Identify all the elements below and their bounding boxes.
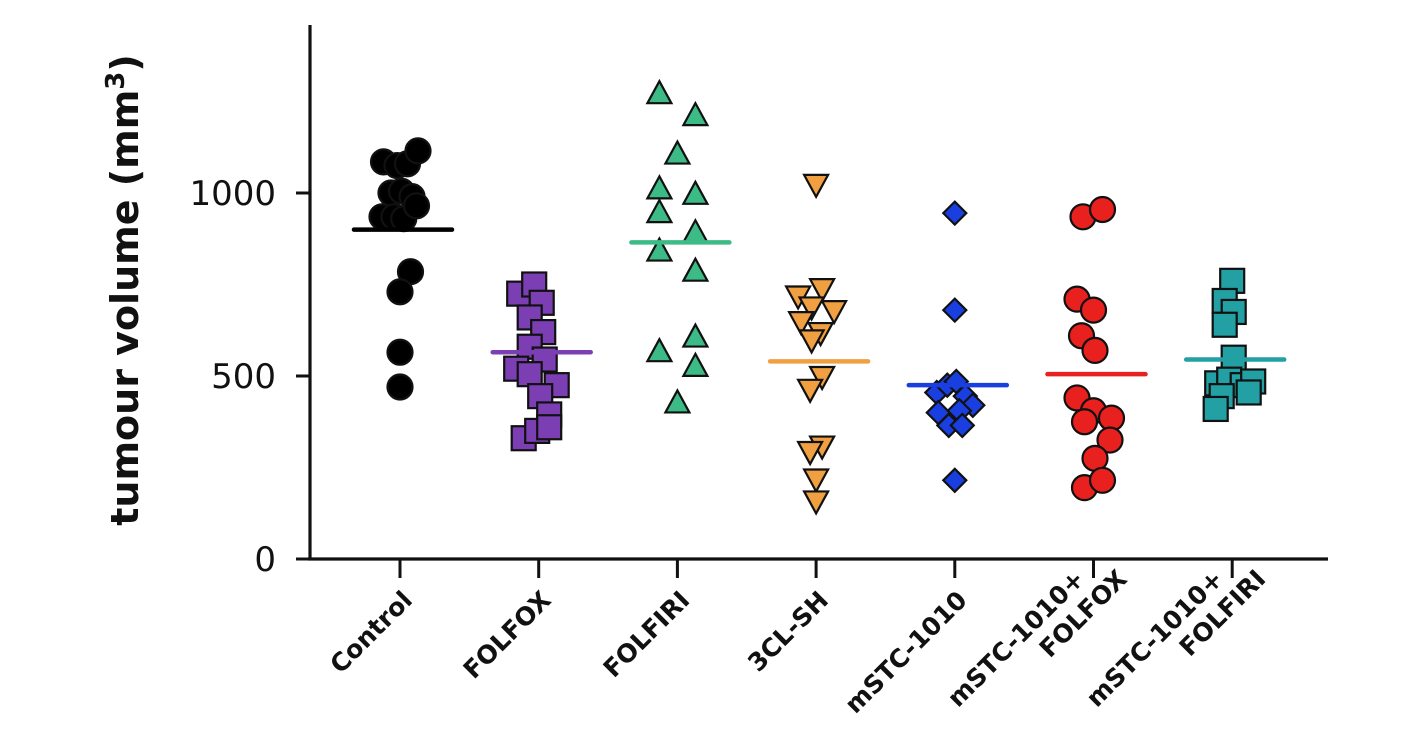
x-tick-label-3cl-sh: 3CL-SH	[742, 585, 834, 677]
data-point-folfiri-10	[645, 336, 674, 363]
data-point-control-3	[404, 137, 432, 165]
x-tick-label-line: Control	[324, 585, 418, 679]
data-point-3cl-sh-4	[797, 296, 826, 322]
data-point-mstc-1010-10	[949, 412, 976, 439]
data-point-mstc-1010-folfox-10	[1096, 426, 1124, 454]
data-point-folfiri-8	[681, 256, 710, 282]
data-point-mstc-1010-0	[941, 200, 968, 227]
data-point-3cl-sh-3	[820, 300, 848, 326]
x-tick-label-control: Control	[324, 585, 418, 679]
axes	[308, 25, 1328, 561]
series-mstc-1010-folfiri	[1202, 267, 1267, 423]
x-tick-label-folfiri: FOLFIRI	[598, 585, 696, 683]
x-tick-label-line: 3CL-SH	[742, 585, 834, 677]
y-axis-label: tumour volume (mm3)	[101, 54, 147, 526]
data-point-control-13	[386, 338, 414, 366]
data-point-mstc-1010-folfiri-11	[1202, 395, 1229, 423]
data-marks	[368, 78, 1267, 516]
y-ticks: 0 500 1000	[189, 174, 310, 580]
mean-lines	[351, 227, 1287, 388]
series-mstc-1010	[923, 200, 986, 494]
y-axis-label-close: )	[103, 54, 147, 71]
data-point-3cl-sh-12	[802, 468, 830, 494]
data-point-control-10	[402, 192, 431, 220]
x-tick-label-line: FOLFOX	[458, 585, 557, 684]
data-point-mstc-1010-1	[941, 297, 968, 324]
data-point-folfiri-12	[663, 388, 692, 414]
data-point-folfox-8	[516, 361, 543, 388]
y-tick-label-0: 0	[254, 540, 276, 580]
series-folfox	[503, 271, 570, 452]
series-mstc-1010-folfox	[1063, 195, 1126, 502]
data-point-mstc-1010-11	[941, 467, 968, 494]
data-point-folfiri-2	[663, 139, 692, 165]
data-point-folfiri-1	[681, 100, 710, 127]
y-tick-label-1000: 1000	[189, 174, 276, 214]
data-point-folfiri-6	[681, 217, 710, 244]
data-point-folfiri-0	[645, 78, 674, 105]
x-tick-label-folfox: FOLFOX	[458, 585, 557, 684]
y-axis-label-main: tumour volume (mm	[103, 90, 147, 526]
data-point-folfiri-3	[645, 174, 674, 200]
y-axis-label-superscript: 3	[101, 72, 131, 90]
data-point-folfiri-5	[645, 197, 674, 224]
data-point-folfiri-9	[681, 322, 710, 348]
series-3cl-sh	[784, 173, 848, 516]
data-point-folfox-14	[536, 414, 563, 441]
data-point-mstc-1010-folfiri-3	[1211, 311, 1238, 338]
data-point-mstc-1010-folfiri-10	[1235, 379, 1262, 406]
data-point-3cl-sh-9	[796, 378, 824, 405]
data-point-folfiri-7	[645, 236, 674, 262]
data-point-mstc-1010-folfox-3	[1079, 296, 1108, 324]
data-point-mstc-1010-folfox-1	[1088, 195, 1117, 224]
x-tick-label-line: FOLFIRI	[598, 585, 696, 683]
data-point-3cl-sh-8	[808, 365, 836, 392]
data-point-3cl-sh-7	[797, 329, 826, 355]
data-point-3cl-sh-5	[787, 311, 815, 337]
y-axis-label-text: tumour volume (mm3)	[101, 54, 147, 526]
data-point-mstc-1010-folfox-5	[1081, 336, 1109, 364]
data-point-3cl-sh-1	[808, 278, 836, 304]
data-point-control-12	[386, 278, 414, 306]
y-tick-label-500: 500	[211, 357, 276, 397]
data-point-folfiri-4	[681, 179, 710, 205]
data-point-3cl-sh-0	[802, 173, 830, 200]
data-point-mstc-1010-folfox-9	[1070, 408, 1099, 436]
data-point-control-14	[386, 373, 414, 401]
data-point-3cl-sh-11	[796, 440, 824, 467]
data-point-folfiri-11	[681, 351, 710, 377]
series-folfiri	[645, 78, 710, 414]
series-control	[368, 137, 432, 401]
data-point-3cl-sh-13	[802, 490, 830, 516]
data-point-mstc-1010-folfox-13	[1088, 466, 1117, 494]
x-ticks: Control FOLFOX FOLFIRI 3CL-SH mSTC-1010mSTC-…	[324, 559, 1271, 719]
